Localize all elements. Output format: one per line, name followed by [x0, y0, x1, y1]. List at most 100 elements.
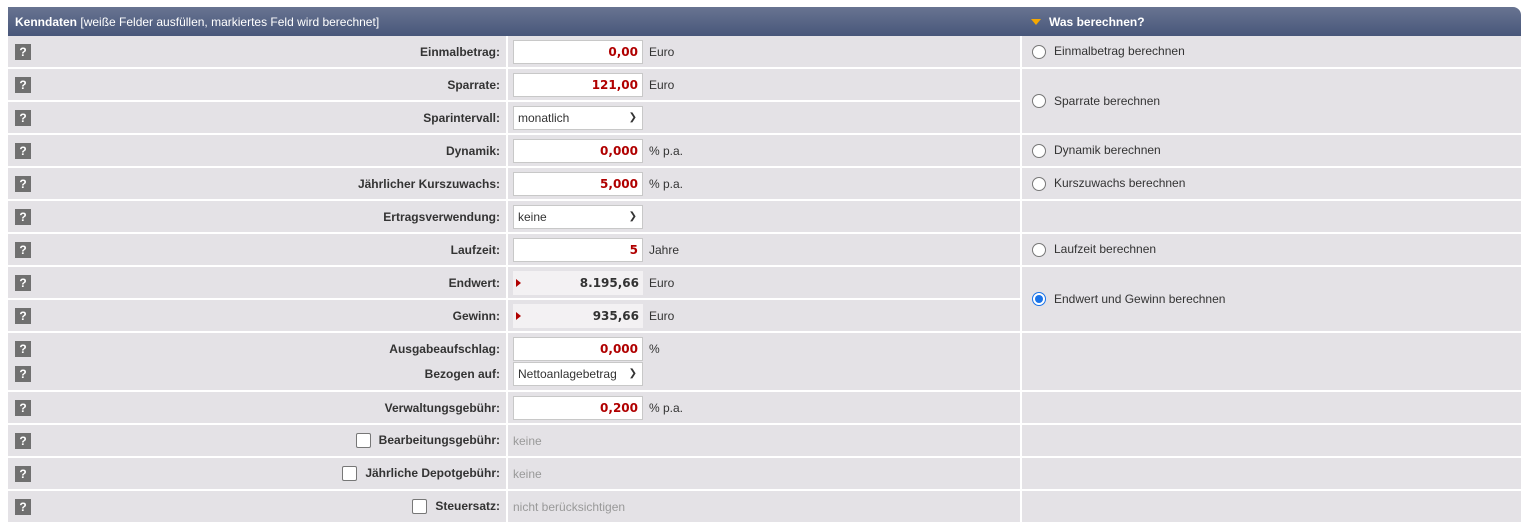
result-value: 935,66: [592, 308, 639, 323]
radio-button[interactable]: [1032, 176, 1046, 191]
help-icon[interactable]: ?: [15, 366, 31, 382]
label: Jährlicher Kurszuwachs:: [357, 176, 500, 191]
calc-option-laufzeit[interactable]: Laufzeit berechnen: [1021, 233, 1521, 267]
row-steuersatz: ? Steuersatz: nicht berücksichtigen: [8, 490, 1521, 524]
unit: Euro: [649, 77, 675, 92]
triangle-right-icon: [516, 278, 521, 287]
row-depotgebuehr: ? Jährliche Depotgebühr: keine: [8, 457, 1521, 491]
bearbeitungsgebuehr-checkbox[interactable]: [355, 433, 371, 449]
radio-button[interactable]: [1032, 143, 1046, 158]
unit: Euro: [649, 44, 675, 59]
label: Laufzeit:: [450, 242, 500, 257]
help-icon[interactable]: ?: [15, 142, 31, 159]
row-endwert: ? Endwert: 8.195,66 Euro Endwert und Gewin…: [8, 266, 1521, 333]
option-label: Sparrate berechnen: [1054, 93, 1161, 108]
calc-header-title: Was berechnen?: [1049, 14, 1145, 29]
selected-value: Nettoanlagebetrag: [518, 367, 617, 382]
empty-cell: [1021, 332, 1521, 392]
radio-button[interactable]: [1032, 44, 1046, 59]
row-gewinn: ? Gewinn: 935,66 Euro: [8, 299, 1521, 333]
verwaltungsgebuehr-input[interactable]: [513, 395, 643, 420]
calc-option-sparrate[interactable]: Sparrate berechnen: [1021, 68, 1521, 135]
help-icon[interactable]: ?: [15, 76, 31, 93]
label: Endwert:: [448, 275, 500, 290]
unit: % p.a.: [649, 400, 684, 415]
empty-cell: [1021, 457, 1521, 491]
help-icon[interactable]: ?: [15, 465, 31, 482]
unit: Jahre: [649, 242, 680, 257]
dynamik-input[interactable]: [513, 138, 643, 163]
help-icon[interactable]: ?: [15, 399, 31, 416]
row-dynamik: ? Dynamik: % p.a. Dynamik berechnen: [8, 134, 1521, 168]
unit: Euro: [649, 308, 675, 323]
triangle-down-icon: [1031, 19, 1041, 26]
empty-cell: [1021, 200, 1521, 234]
radio-button[interactable]: [1032, 94, 1046, 109]
help-icon[interactable]: ?: [15, 498, 31, 515]
steuersatz-checkbox[interactable]: [412, 499, 428, 515]
option-label: Dynamik berechnen: [1054, 143, 1161, 158]
label: Dynamik:: [445, 143, 500, 158]
unit: % p.a.: [649, 176, 684, 191]
row-sparintervall: ? Sparintervall: monatlich ❯: [8, 101, 1521, 135]
empty-cell: [1021, 391, 1521, 425]
help-icon[interactable]: ?: [15, 341, 31, 357]
help-icon[interactable]: ?: [15, 241, 31, 258]
value-text: keine: [513, 433, 542, 448]
header-subtitle: [weiße Felder ausfüllen, markiertes Feld…: [80, 14, 380, 29]
label: Sparintervall:: [423, 110, 500, 125]
row-ertragsverwendung: ? Ertragsverwendung: keine ❯: [8, 200, 1521, 234]
help-icon[interactable]: ?: [15, 307, 31, 324]
laufzeit-input[interactable]: [513, 237, 643, 262]
calc-header: Was berechnen?: [1021, 7, 1521, 36]
calc-option-kurszuwachs[interactable]: Kurszuwachs berechnen: [1021, 167, 1521, 201]
label: Gewinn:: [452, 308, 500, 323]
label: Jährliche Depotgebühr:: [365, 465, 500, 480]
sparrate-input[interactable]: [513, 72, 643, 97]
row-verwaltungsgebuehr: ? Verwaltungsgebühr: % p.a.: [8, 391, 1521, 425]
help-icon[interactable]: ?: [15, 432, 31, 449]
row-sparrate: ? Sparrate: Euro Sparrate berechnen: [8, 68, 1521, 135]
triangle-right-icon: [516, 311, 521, 320]
calc-option-endwert-gewinn[interactable]: Endwert und Gewinn berechnen: [1021, 266, 1521, 333]
label: Ausgabeaufschlag:: [389, 341, 500, 356]
calculator-panel: Kenndaten [weiße Felder ausfüllen, marki…: [8, 7, 1521, 524]
option-label: Kurszuwachs berechnen: [1054, 176, 1186, 191]
help-icon[interactable]: ?: [15, 175, 31, 192]
header-title: Kenndaten: [15, 14, 78, 29]
label: Sparrate:: [447, 77, 500, 92]
value-text: nicht berücksichtigen: [513, 499, 626, 514]
ausgabeaufschlag-input[interactable]: [513, 337, 643, 362]
radio-button[interactable]: [1032, 242, 1046, 257]
chevron-down-icon: ❯: [628, 368, 637, 380]
chevron-down-icon: ❯: [628, 111, 637, 123]
option-label: Endwert und Gewinn berechnen: [1054, 291, 1226, 306]
label: Einmalbetrag:: [419, 44, 500, 59]
unit: Euro: [649, 275, 675, 290]
bezogen-auf-select[interactable]: Nettoanlagebetrag ❯: [513, 362, 643, 387]
selected-value: monatlich: [518, 110, 570, 125]
row-bearbeitungsgebuehr: ? Bearbeitungsgebühr: keine: [8, 424, 1521, 458]
option-label: Laufzeit berechnen: [1054, 242, 1157, 257]
ertragsverwendung-select[interactable]: keine ❯: [513, 204, 643, 229]
calc-option-einmalbetrag[interactable]: Einmalbetrag berechnen: [1021, 36, 1521, 69]
help-icon[interactable]: ?: [15, 208, 31, 225]
chevron-down-icon: ❯: [628, 210, 637, 222]
result-value: 8.195,66: [579, 275, 639, 290]
calc-option-dynamik[interactable]: Dynamik berechnen: [1021, 134, 1521, 168]
panel-header: Kenndaten [weiße Felder ausfüllen, marki…: [8, 7, 1021, 36]
empty-cell: [1021, 424, 1521, 458]
radio-button-selected[interactable]: [1032, 292, 1046, 307]
help-icon[interactable]: ?: [15, 109, 31, 126]
label: Bezogen auf:: [424, 366, 500, 381]
help-icon[interactable]: ?: [15, 274, 31, 291]
label: Verwaltungsgebühr:: [384, 400, 500, 415]
einmalbetrag-input[interactable]: [513, 39, 643, 64]
selected-value: keine: [518, 209, 547, 224]
gewinn-result: 935,66: [513, 303, 643, 328]
depotgebuehr-checkbox[interactable]: [342, 466, 358, 482]
option-label: Einmalbetrag berechnen: [1054, 44, 1185, 59]
sparintervall-select[interactable]: monatlich ❯: [513, 105, 643, 130]
help-icon[interactable]: ?: [15, 43, 31, 60]
kurszuwachs-input[interactable]: [513, 171, 643, 196]
